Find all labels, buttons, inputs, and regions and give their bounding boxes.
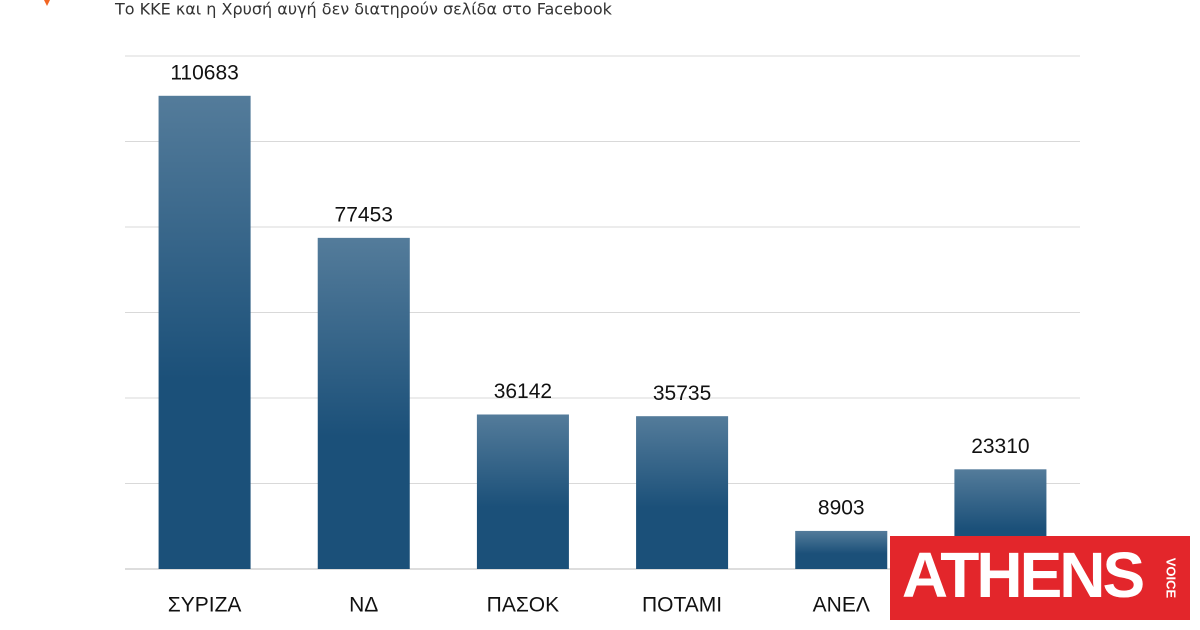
bar-shine (158, 95, 251, 570)
logo-tag: VOICE (1164, 558, 1179, 599)
x-tick-label: ΝΔ (349, 594, 378, 617)
bar-shine (317, 237, 410, 569)
value-label: 110683 (170, 61, 239, 84)
logo-name: ATHENS (902, 539, 1144, 611)
chart-subtitle: Το ΚΚΕ και η Χρυσή αυγή δεν διατηρούν σε… (114, 0, 613, 19)
x-tick-label: ΣΥΡΙΖΑ (168, 594, 242, 617)
value-label: 8903 (818, 496, 865, 519)
x-tick-label: ΠΑΣΟΚ (487, 594, 560, 617)
value-label: 23310 (971, 435, 1029, 458)
value-label: 77453 (335, 203, 393, 226)
decoration (44, 0, 50, 6)
plot: 110683 ΣΥΡΙΖΑ 77453 ΝΔ 36142 ΠΑΣΟΚ 35735 ΠΟΤΑΜΙ… (125, 55, 1080, 617)
logo: ATHENS VOICE (890, 536, 1190, 620)
x-tick-label: ΠΟΤΑΜΙ (642, 594, 722, 617)
bar-shine (476, 414, 569, 569)
bar-shine (636, 416, 729, 569)
value-label: 36142 (494, 380, 552, 403)
logo-box (890, 536, 1190, 620)
value-label: 35735 (653, 382, 711, 405)
x-tick-label: ΑΝΕΛ (813, 594, 870, 617)
bar-shine (795, 530, 888, 569)
